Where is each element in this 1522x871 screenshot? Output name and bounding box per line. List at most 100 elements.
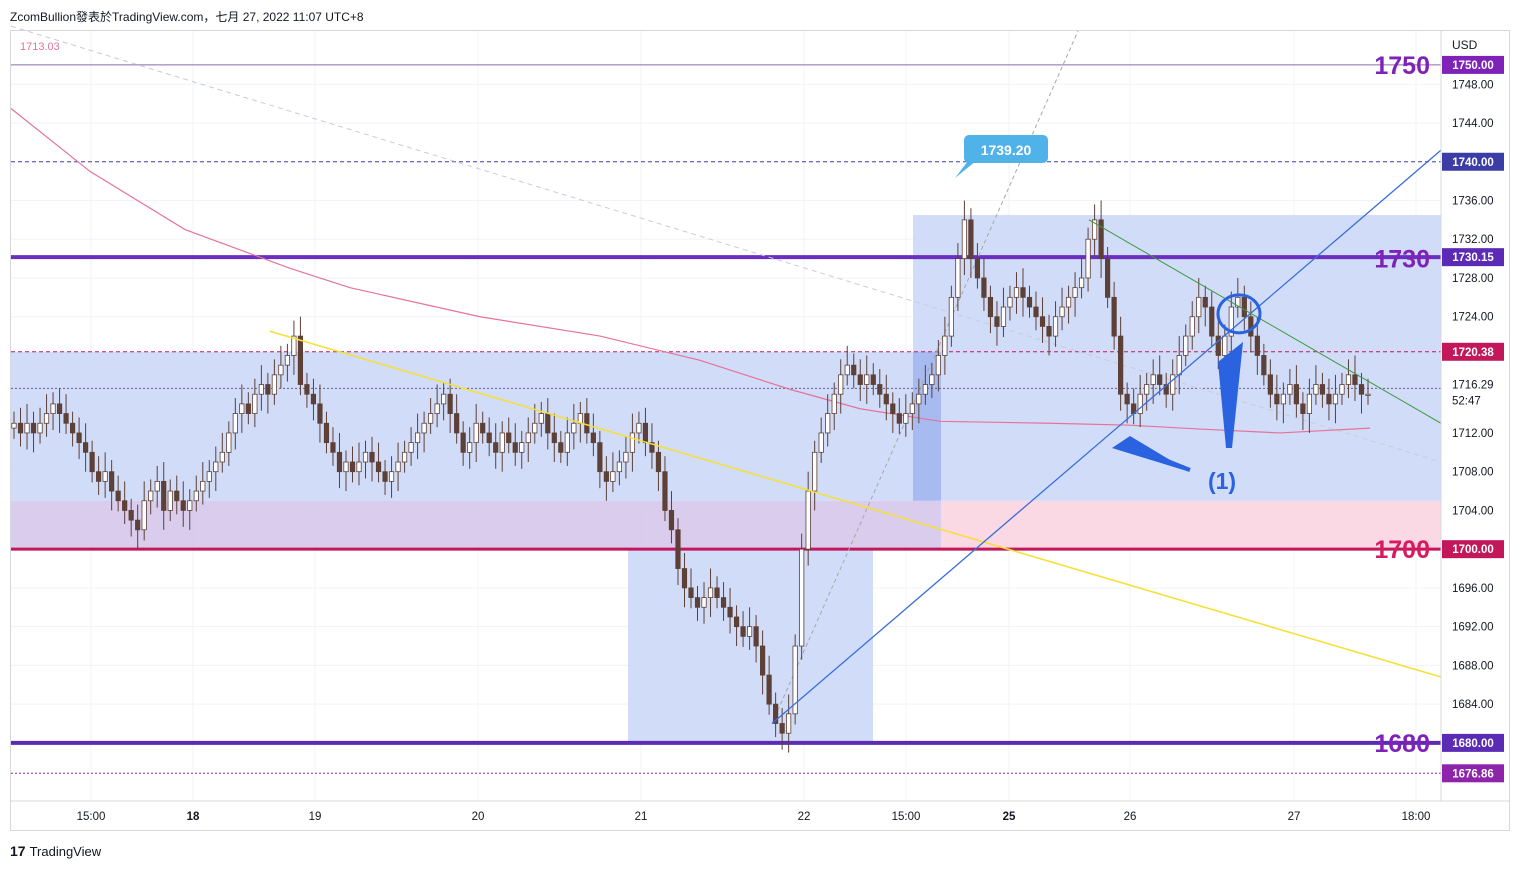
candle-body (421, 422, 427, 434)
candle-body (597, 442, 603, 473)
candle-body (323, 422, 330, 444)
candle-body (532, 422, 538, 434)
candle-body (200, 480, 206, 492)
x-tick-label: 15:00 (892, 811, 921, 823)
candle-body (219, 451, 225, 463)
candle-body (1261, 355, 1267, 376)
candle-body (1332, 393, 1339, 405)
candle-body (401, 451, 408, 463)
price-label-text: 1676.86 (1452, 768, 1494, 780)
candle-body (506, 432, 512, 444)
candle-body (1326, 393, 1332, 405)
price-label-box (1442, 733, 1504, 752)
candle-body (812, 451, 818, 492)
price-label-box (1442, 152, 1504, 171)
x-tick-label: 21 (635, 811, 648, 823)
candle-body (1046, 326, 1052, 337)
candle-body (454, 413, 460, 434)
candle-body (473, 422, 479, 444)
candle-body (375, 461, 382, 473)
price-label-text: 1730.15 (1452, 252, 1494, 264)
candle-body (284, 355, 291, 366)
candle-body (226, 432, 232, 453)
price-label-text: 1740.00 (1452, 157, 1494, 169)
candle-body (245, 403, 251, 414)
y-tick-label: 1736.00 (1452, 195, 1494, 207)
candle-body (766, 674, 772, 705)
candle-body (265, 384, 271, 395)
candle-body (538, 413, 544, 424)
candle-body (434, 403, 440, 414)
candle-body (83, 442, 89, 453)
candle-body (616, 461, 622, 473)
candle-body (349, 461, 356, 473)
candle-body (844, 364, 850, 376)
candle-body (994, 316, 1000, 327)
price-label-box (1442, 764, 1504, 783)
price-label-text: 1720.38 (1452, 347, 1494, 359)
candle-body (707, 587, 714, 599)
candle-body (1013, 287, 1020, 298)
candle-body (773, 703, 779, 724)
tradingview-footer[interactable]: 17 TradingView (10, 843, 101, 859)
candle-body (558, 442, 564, 453)
candle-body (343, 461, 349, 473)
candle-body (1078, 277, 1085, 289)
price-label-box (1442, 248, 1504, 267)
candles-group (11, 200, 1371, 753)
candle-body (24, 422, 30, 434)
candle-body (213, 461, 219, 473)
candle-body (291, 335, 297, 356)
candle-body (955, 258, 961, 298)
candle-body (336, 451, 343, 473)
highlight-circle (1216, 293, 1262, 335)
candle-body (1052, 316, 1059, 337)
candle-body (564, 432, 570, 453)
candle-body (655, 451, 662, 473)
blue-uptrend-line (771, 149, 1442, 725)
candle-body (1059, 306, 1065, 318)
big-level-label: 1750 (1374, 52, 1430, 80)
candle-body (1339, 384, 1345, 395)
candle-body (1085, 238, 1091, 279)
price-label-text: 1680.00 (1452, 738, 1494, 750)
candle-body (1033, 306, 1039, 318)
y-tick-label: 1712.00 (1452, 428, 1494, 440)
candle-body (603, 471, 609, 482)
candle-body (571, 422, 577, 434)
tradingview-brand: TradingView (29, 843, 102, 859)
candle-body (1118, 335, 1124, 395)
big-level-label: 1730 (1374, 246, 1430, 274)
candle-body (1222, 335, 1228, 356)
price-label-box (1442, 342, 1504, 361)
candle-body (239, 403, 245, 414)
y-tick-label: 1724.00 (1452, 312, 1494, 324)
chart-frame (10, 30, 1510, 831)
candle-body (1352, 374, 1358, 385)
y-tick-label: 1696.00 (1452, 583, 1494, 595)
candle-body (1124, 393, 1130, 405)
candle-body (1098, 219, 1104, 260)
candle-body (11, 422, 17, 429)
y-tick-label: 1744.00 (1452, 118, 1494, 130)
candle-body (681, 568, 688, 589)
candle-body (1189, 316, 1195, 337)
candle-body (102, 471, 108, 482)
range-zone-lower (628, 549, 873, 743)
candle-body (760, 645, 766, 676)
moving-average-line (10, 108, 1371, 434)
candle-body (1306, 393, 1313, 414)
y-tick-label: 1748.00 (1452, 79, 1494, 91)
x-tick-label: 20 (472, 811, 485, 823)
candle-body (50, 403, 56, 414)
candle-body (870, 374, 876, 385)
x-tick-label: 18:00 (1402, 811, 1431, 823)
candle-body (649, 442, 655, 453)
candle-body (37, 422, 43, 434)
big-level-label: 1680 (1374, 730, 1430, 758)
candle-body (720, 597, 727, 608)
arrow-up-icon (1218, 342, 1243, 448)
candle-body (935, 355, 941, 376)
corner-value-label: 1713.03 (20, 41, 60, 53)
